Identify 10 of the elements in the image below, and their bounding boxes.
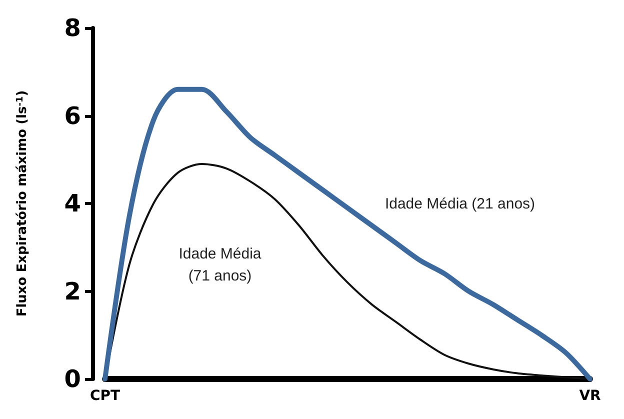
y-tick-label: 4 [64, 190, 81, 218]
y-tick-label: 0 [64, 365, 81, 393]
x-tick-label: VR [579, 388, 602, 404]
y-tick-label: 2 [64, 277, 81, 306]
y-tick-label: 8 [64, 14, 81, 42]
y-tick-label: 6 [64, 102, 81, 130]
annotation: Idade Média (71 anos) [178, 246, 262, 284]
y-axis-title: Fluxo Expiratório máximo (ls-1) [15, 90, 30, 317]
annotation: Idade Média (21 anos) [384, 196, 536, 212]
x-tick-label: CPT [90, 388, 120, 404]
